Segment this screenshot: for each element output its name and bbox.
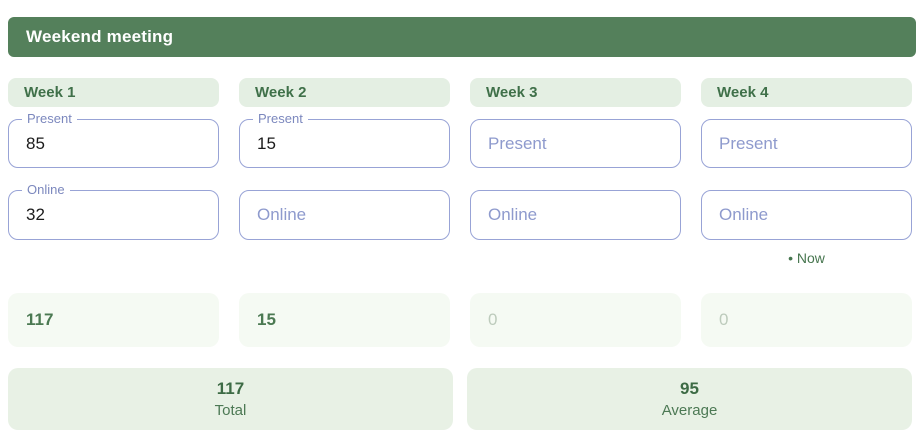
week-4-sum-value: 0 [719, 310, 729, 329]
week-1-present-field: Present [8, 111, 219, 168]
week-4-column: Week 4 • Now 0 [701, 78, 912, 347]
average-label: Average [661, 402, 718, 419]
week-3-present-input[interactable] [471, 120, 680, 167]
week-4-online-field [701, 190, 912, 240]
now-indicator: • Now [788, 250, 825, 266]
week-1-header: Week 1 [8, 78, 219, 107]
weekend-meeting-app: Weekend meeting Week 1 Present Online 11… [0, 17, 924, 446]
week-3-online-field [470, 190, 681, 240]
week-3-present-field [470, 119, 681, 168]
week-2-label: Week 2 [255, 84, 307, 101]
online-field-label: Online [22, 182, 70, 199]
week-3-now-spacer [470, 250, 681, 268]
week-4-header: Week 4 [701, 78, 912, 107]
app-header: Weekend meeting [8, 17, 916, 57]
week-3-online-input[interactable] [471, 191, 680, 239]
week-4-present-input[interactable] [702, 120, 911, 167]
week-3-sum-card: 0 [470, 293, 681, 347]
total-card: 117 Total [8, 368, 453, 430]
week-2-column: Week 2 Present 15 [239, 78, 450, 347]
weeks-grid: Week 1 Present Online 117 Week 2 Present [8, 78, 912, 347]
week-3-header: Week 3 [470, 78, 681, 107]
week-3-sum-value: 0 [488, 310, 498, 329]
week-2-sum-card: 15 [239, 293, 450, 347]
week-2-online-input[interactable] [240, 191, 449, 239]
week-2-header: Week 2 [239, 78, 450, 107]
page-title: Weekend meeting [26, 27, 174, 46]
week-1-online-input[interactable] [9, 191, 218, 239]
week-1-column: Week 1 Present Online 117 [8, 78, 219, 347]
present-field-label: Present [253, 111, 308, 128]
week-4-now-row: • Now [701, 250, 912, 268]
present-field-label: Present [22, 111, 77, 128]
summary-row: 117 Total 95 Average [8, 368, 912, 430]
week-3-column: Week 3 0 [470, 78, 681, 347]
week-4-present-field [701, 119, 912, 168]
week-1-online-field: Online [8, 182, 219, 240]
week-1-label: Week 1 [24, 84, 76, 101]
week-4-sum-card: 0 [701, 293, 912, 347]
average-card: 95 Average [467, 368, 912, 430]
week-4-label: Week 4 [717, 84, 769, 101]
total-label: Total [214, 402, 247, 419]
average-value: 95 [680, 379, 699, 398]
week-1-sum-card: 117 [8, 293, 219, 347]
week-2-present-field: Present [239, 111, 450, 168]
week-3-label: Week 3 [486, 84, 538, 101]
week-1-now-spacer [8, 250, 219, 268]
week-2-now-spacer [239, 250, 450, 268]
week-2-sum-value: 15 [257, 310, 276, 329]
week-4-online-input[interactable] [702, 191, 911, 239]
week-1-sum-value: 117 [26, 310, 54, 329]
week-2-online-field [239, 190, 450, 240]
total-value: 117 [216, 379, 245, 398]
